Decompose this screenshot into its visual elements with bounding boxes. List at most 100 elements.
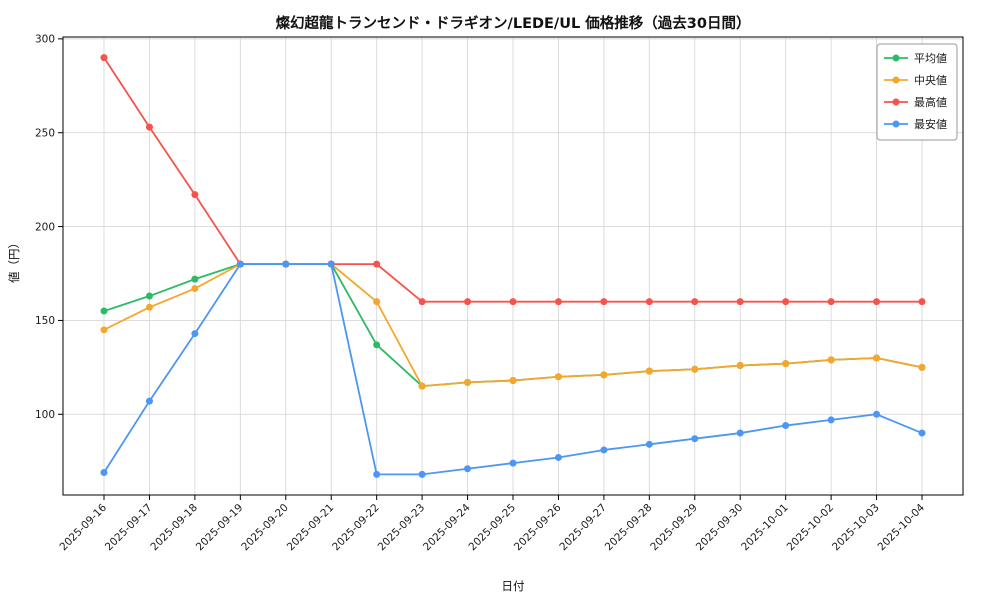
series-min bbox=[100, 260, 926, 478]
x-tick-label: 2025-09-30 bbox=[694, 502, 746, 554]
series-min-marker bbox=[327, 260, 335, 268]
series-max-marker bbox=[918, 298, 926, 306]
x-tick-label: 2025-09-29 bbox=[648, 502, 700, 554]
plot-grid bbox=[63, 37, 963, 495]
series-min-marker bbox=[509, 459, 517, 467]
x-tick-label: 2025-09-16 bbox=[57, 501, 109, 553]
chart-title: 燦幻超龍トランセンド・ドラギオン/LEDE/UL 価格推移（過去30日間） bbox=[275, 16, 751, 32]
series-max-marker bbox=[418, 298, 426, 306]
legend-item-max: 最高値 bbox=[884, 95, 947, 109]
series-min-marker bbox=[145, 397, 153, 405]
y-tick-label: 250 bbox=[35, 128, 55, 140]
series-min-marker bbox=[782, 422, 790, 430]
series-median-marker bbox=[873, 354, 881, 362]
series-max-marker bbox=[191, 191, 199, 199]
series-min-marker bbox=[600, 446, 608, 454]
legend-marker bbox=[892, 98, 900, 106]
series-min-marker bbox=[873, 410, 881, 418]
legend-item-average: 平均値 bbox=[884, 52, 947, 65]
series-max-marker bbox=[145, 123, 153, 131]
series-min-marker bbox=[191, 330, 199, 338]
plot-border bbox=[62, 36, 964, 496]
series-median-marker bbox=[373, 298, 381, 306]
series-median-marker bbox=[736, 361, 744, 369]
x-tick-label: 2025-09-18 bbox=[148, 502, 200, 554]
series-min-marker bbox=[645, 440, 653, 448]
series-average-marker bbox=[145, 292, 153, 300]
y-tick-label: 200 bbox=[35, 221, 55, 233]
legend-item-min: 最安値 bbox=[884, 117, 947, 131]
y-tick-label: 100 bbox=[35, 409, 55, 421]
series-median-marker bbox=[554, 373, 562, 381]
series-median-marker bbox=[145, 303, 153, 311]
legend-box bbox=[876, 43, 958, 141]
y-tick-label: 150 bbox=[35, 315, 55, 327]
legend-marker bbox=[892, 120, 900, 128]
x-tick-label: 2025-09-26 bbox=[512, 501, 564, 553]
series-max-marker bbox=[373, 260, 381, 268]
x-tick-label: 2025-09-24 bbox=[421, 501, 473, 553]
series-median-marker bbox=[509, 377, 517, 384]
series-min-marker bbox=[554, 453, 562, 461]
series-average-marker bbox=[373, 341, 381, 349]
x-axis-label: 日付 bbox=[501, 579, 525, 593]
series-max-marker bbox=[873, 298, 881, 306]
y-tick-label: 300 bbox=[35, 34, 55, 46]
series-median-marker bbox=[600, 371, 608, 379]
x-tick-label: 2025-09-28 bbox=[603, 502, 655, 554]
x-tick-label: 2025-09-25 bbox=[466, 502, 518, 554]
series-min-marker bbox=[736, 429, 744, 437]
x-tick-label: 2025-10-03 bbox=[830, 502, 882, 554]
series-min-marker bbox=[282, 260, 290, 268]
legend-marker bbox=[892, 54, 900, 62]
x-tick-label: 2025-09-19 bbox=[194, 502, 246, 554]
series-median-marker bbox=[918, 363, 926, 371]
series-max-marker bbox=[736, 298, 744, 306]
series-median-marker bbox=[191, 285, 199, 293]
series-max-marker bbox=[100, 54, 108, 62]
series-min-marker bbox=[918, 429, 926, 437]
series-max-marker bbox=[600, 298, 608, 306]
series-max-marker bbox=[645, 298, 653, 306]
x-tick-label: 2025-09-17 bbox=[103, 502, 155, 554]
x-tick-label: 2025-10-04 bbox=[875, 501, 927, 553]
series-min-marker bbox=[236, 260, 244, 268]
series-max-marker bbox=[827, 298, 835, 306]
series-average-marker bbox=[191, 275, 199, 283]
x-tick-label: 2025-09-22 bbox=[330, 502, 382, 554]
series-max-marker bbox=[509, 298, 517, 306]
series-median-marker bbox=[418, 382, 426, 390]
legend-label: 最高値 bbox=[914, 95, 947, 109]
series-median-marker bbox=[645, 367, 653, 375]
series-median-marker bbox=[100, 326, 108, 334]
legend-label: 中央値 bbox=[914, 74, 947, 87]
legend-item-median: 中央値 bbox=[884, 74, 947, 87]
x-tick-label: 2025-10-01 bbox=[739, 502, 791, 554]
series-max-marker bbox=[782, 298, 790, 306]
series-max-marker bbox=[464, 298, 472, 306]
x-tick-label: 2025-09-23 bbox=[376, 502, 428, 554]
x-tick-label: 2025-10-02 bbox=[785, 502, 837, 554]
series-max-marker bbox=[691, 298, 699, 306]
series-min-marker bbox=[827, 416, 835, 424]
series-median-marker bbox=[691, 365, 699, 373]
y-axis-label: 値（円） bbox=[7, 237, 21, 283]
legend-label: 最安値 bbox=[914, 117, 947, 131]
series-median-marker bbox=[827, 356, 835, 364]
series-min-marker bbox=[373, 470, 381, 478]
series-min-marker bbox=[691, 435, 699, 443]
series-median-marker bbox=[464, 378, 472, 386]
series-min-marker bbox=[464, 465, 472, 473]
x-tick-label: 2025-09-20 bbox=[239, 502, 291, 554]
series-min-marker bbox=[100, 468, 108, 476]
series-max-marker bbox=[554, 298, 562, 306]
legend-label: 平均値 bbox=[914, 52, 947, 65]
legend-marker bbox=[892, 76, 900, 84]
series-min-marker bbox=[418, 470, 426, 478]
series-average-marker bbox=[100, 307, 108, 315]
x-tick-label: 2025-09-27 bbox=[557, 502, 609, 554]
series-median-marker bbox=[782, 360, 790, 368]
